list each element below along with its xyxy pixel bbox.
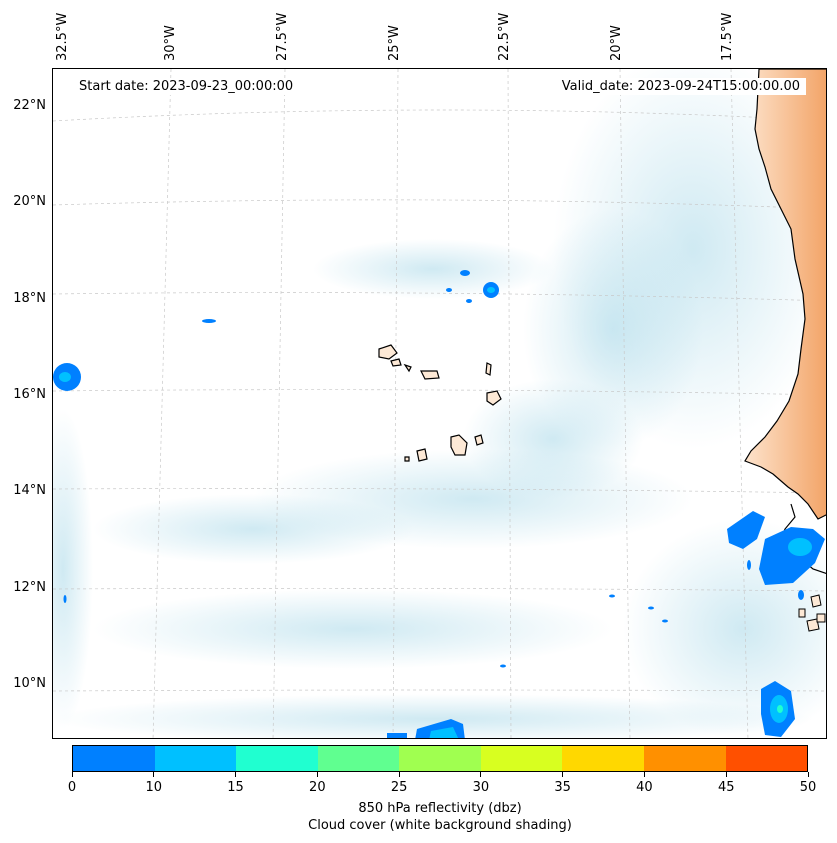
colorbar-segment: [236, 746, 318, 771]
colorbar-tick: [725, 772, 727, 777]
colorbar-tick-label: 0: [67, 780, 77, 795]
colorbar-segment: [399, 746, 481, 771]
colorbar-segment: [725, 746, 808, 771]
colorbar-segment: [73, 746, 155, 771]
colorbar-tick-label: 25: [390, 780, 408, 795]
lon-label: 30°W: [163, 25, 178, 61]
colorbar-tick: [807, 772, 809, 777]
colorbar-tick: [480, 772, 482, 777]
africa-landmass: [744, 69, 826, 520]
colorbar-segment: [480, 746, 563, 771]
cloud-cover: [53, 69, 826, 738]
map-canvas: [53, 69, 826, 738]
lon-label: 22.5°W: [497, 12, 512, 61]
colorbar-tick-label: 10: [145, 780, 163, 795]
lon-label: 27.5°W: [275, 12, 290, 61]
colorbar-tick: [71, 772, 73, 777]
colorbar-tick: [316, 772, 318, 777]
colorbar-tick-label: 50: [799, 780, 817, 795]
colorbar-tick-label: 15: [227, 780, 244, 795]
colorbar-tick: [643, 772, 645, 777]
lat-label: 14°N: [13, 483, 46, 498]
lon-label: 32.5°W: [55, 12, 70, 61]
lat-label: 12°N: [13, 580, 46, 595]
colorbar-tick-label: 40: [636, 780, 653, 795]
colorbar-segment: [317, 746, 400, 771]
valid-date-label: Valid_date: 2023-09-24T15:00:00.00: [555, 78, 806, 95]
lat-label: 10°N: [13, 676, 46, 691]
colorbar-segment: [643, 746, 726, 771]
reflectivity-cells: [53, 270, 825, 738]
lat-label: 22°N: [13, 98, 46, 113]
lon-label: 20°W: [609, 25, 624, 61]
graticule: [53, 69, 826, 738]
cape-verde-islands: [378, 344, 502, 462]
lat-label: 18°N: [13, 291, 46, 306]
start-date-label: Start date: 2023-09-23_00:00:00: [73, 78, 300, 95]
colorbar-tick-label: 45: [717, 780, 735, 795]
colorbar-tick: [235, 772, 237, 777]
lat-label: 16°N: [13, 387, 46, 402]
colorbar-tick: [562, 772, 564, 777]
colorbar-tick: [398, 772, 400, 777]
colorbar-sublabel: Cloud cover (white background shading): [308, 818, 572, 833]
colorbar-label: 850 hPa reflectivity (dbz): [358, 801, 522, 816]
reflectivity-colorbar: [72, 745, 808, 772]
map-panel: Start date: 2023-09-23_00:00:00 Valid_da…: [52, 68, 827, 739]
lon-label: 17.5°W: [720, 12, 735, 61]
coastal-islands: [798, 594, 826, 632]
lat-label: 20°N: [13, 194, 46, 209]
colorbar-tick-label: 20: [309, 780, 326, 795]
lon-label: 25°W: [387, 25, 402, 61]
colorbar-segment: [154, 746, 237, 771]
colorbar-tick-label: 35: [554, 780, 571, 795]
colorbar-tick-label: 30: [472, 780, 490, 795]
colorbar-tick: [153, 772, 155, 777]
colorbar-segment: [562, 746, 644, 771]
